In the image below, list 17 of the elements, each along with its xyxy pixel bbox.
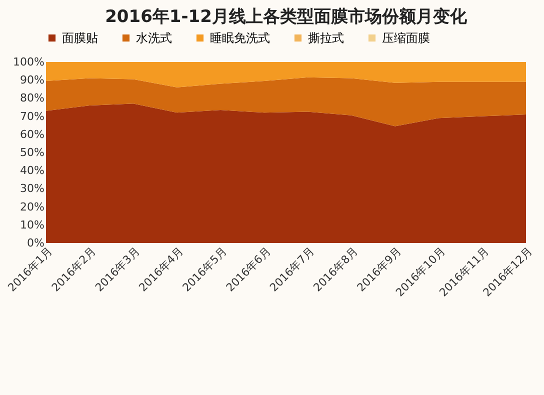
y-tick-label: 0%	[27, 236, 44, 250]
y-tick-label: 100%	[13, 56, 44, 68]
y-tick-label: 20%	[20, 200, 44, 214]
y-tick-label: 10%	[20, 218, 44, 232]
y-tick-label: 70%	[20, 110, 44, 123]
y-tick-label: 90%	[20, 74, 44, 87]
legend-label: 水洗式	[136, 31, 172, 45]
legend-label: 压缩面膜	[382, 31, 430, 45]
y-tick-label: 50%	[20, 146, 44, 159]
y-tick-label: 40%	[20, 164, 44, 178]
legend-label: 撕拉式	[308, 31, 344, 45]
chart-title: 2016年1-12月线上各类型面膜市场份额月变化	[105, 7, 468, 27]
y-tick-label: 60%	[20, 128, 44, 141]
legend-label: 面膜贴	[62, 31, 98, 45]
y-tick-label: 30%	[20, 182, 44, 196]
legend-label: 睡眠免洗式	[210, 31, 270, 45]
y-tick-label: 80%	[20, 92, 44, 105]
